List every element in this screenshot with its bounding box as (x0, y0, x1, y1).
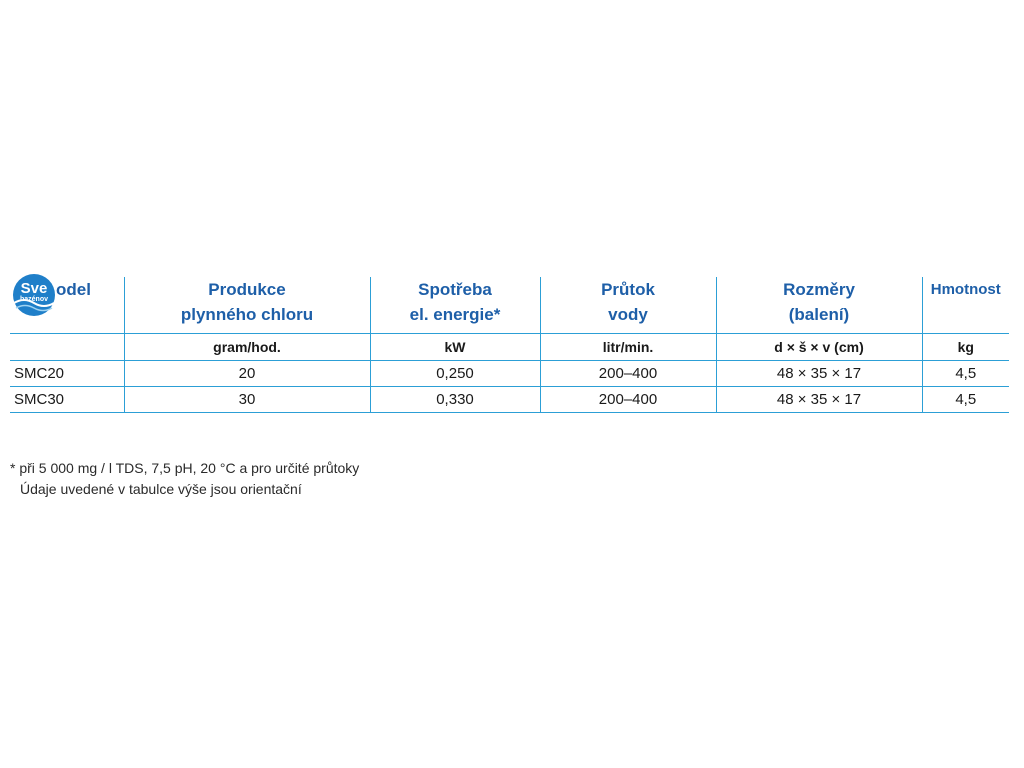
cell-rozmery: 48 × 35 × 17 (716, 360, 923, 387)
unit-model (10, 333, 125, 361)
table-row: SMC30 30 0,330 200–400 48 × 35 × 17 4,5 (10, 386, 1009, 413)
header-produkce: Produkce plynného chloru (124, 277, 371, 334)
cell-produkce: 30 (124, 386, 371, 413)
header-rozmery: Rozměry (balení) (716, 277, 923, 334)
cell-produkce: 20 (124, 360, 371, 387)
header-row: Sve bazénov odel Produkce plynného chlor… (10, 274, 1009, 334)
footnote-line-2: Údaje uvedené v tabulce výše jsou orient… (20, 481, 302, 497)
table-row: SMC20 20 0,250 200–400 48 × 35 × 17 4,5 (10, 360, 1009, 387)
unit-hmotnost: kg (922, 333, 1009, 361)
svg-text:bazénov: bazénov (20, 296, 48, 303)
unit-rozmery: d × š × v (cm) (716, 333, 923, 361)
footnote: * při 5 000 mg / l TDS, 7,5 pH, 20 °C a … (10, 458, 359, 500)
header-hmotnost: Hmotnost (922, 277, 1009, 334)
header-prutok: Průtok vody (540, 277, 717, 334)
header-spotreba: Spotřeba el. energie* (370, 277, 541, 334)
unit-spotreba: kW (370, 333, 541, 361)
footnote-line-1: * při 5 000 mg / l TDS, 7,5 pH, 20 °C a … (10, 460, 360, 476)
svet-bazenov-logo-icon: Sve bazénov (13, 274, 55, 316)
cell-spotreba: 0,250 (370, 360, 541, 387)
cell-model: SMC30 (10, 386, 125, 413)
cell-prutok: 200–400 (540, 386, 717, 413)
header-model: Sve bazénov odel (10, 274, 125, 334)
cell-hmotnost: 4,5 (922, 360, 1009, 387)
svg-text:Sve: Sve (21, 280, 48, 297)
unit-prutok: litr/min. (540, 333, 717, 361)
units-row: gram/hod. kW litr/min. d × š × v (cm) kg (10, 333, 1009, 361)
unit-produkce: gram/hod. (124, 333, 371, 361)
cell-rozmery: 48 × 35 × 17 (716, 386, 923, 413)
cell-hmotnost: 4,5 (922, 386, 1009, 413)
spec-table: Sve bazénov odel Produkce plynného chlor… (10, 274, 1009, 413)
cell-spotreba: 0,330 (370, 386, 541, 413)
header-model-label: odel (56, 280, 91, 299)
cell-prutok: 200–400 (540, 360, 717, 387)
cell-model: SMC20 (10, 360, 125, 387)
